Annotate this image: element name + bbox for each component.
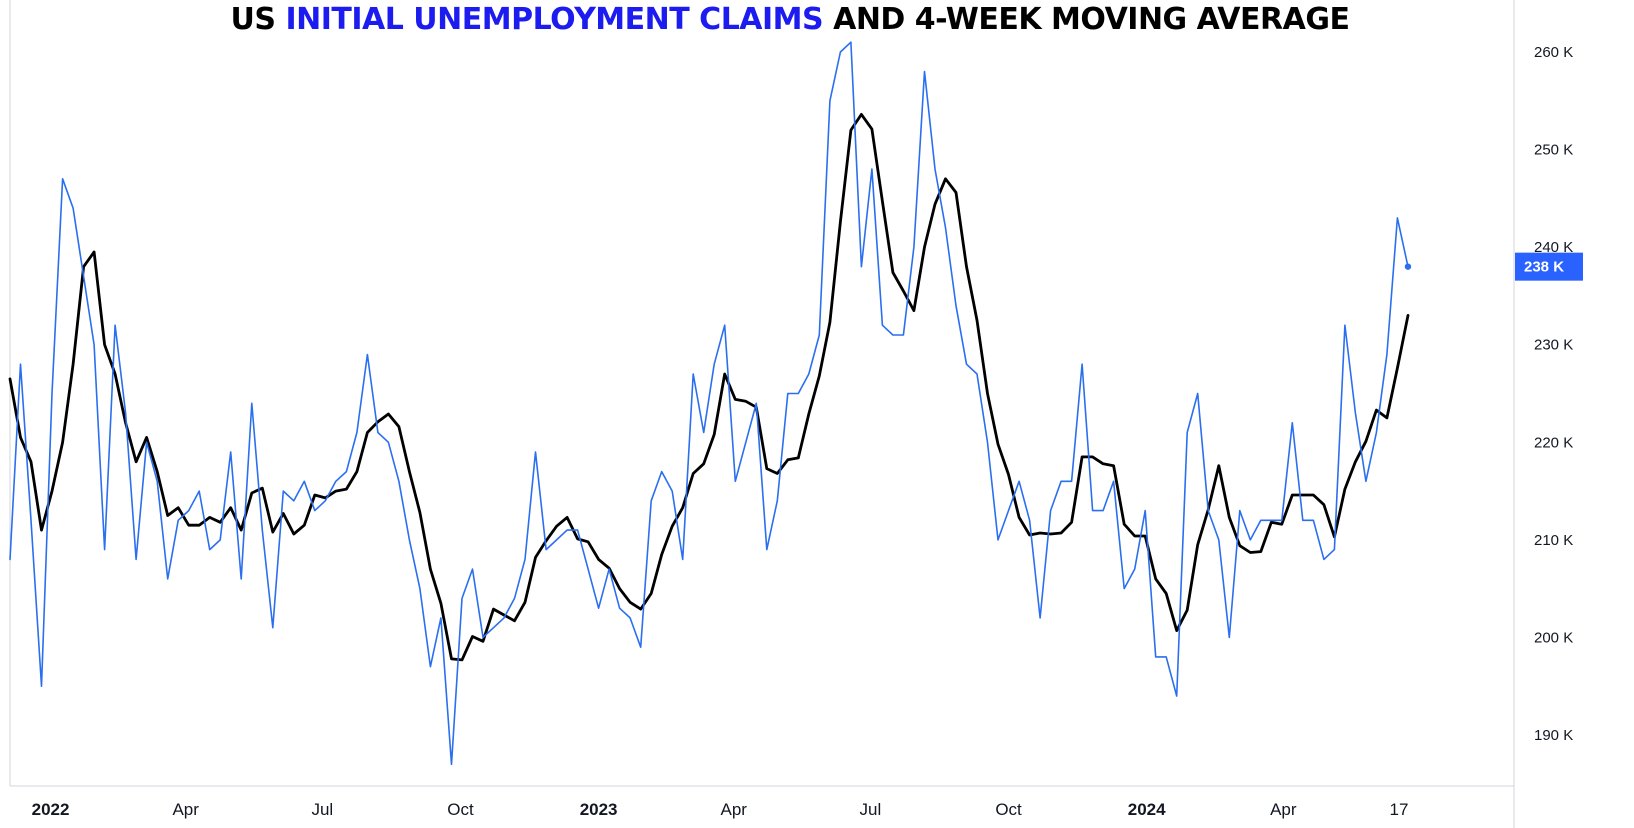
x-tick-label: 17 [1389,800,1408,819]
y-tick-label: 190 K [1534,727,1573,744]
x-axis[interactable]: 2022 Apr Jul Oct 2023 Apr Jul Oct 2024 Apr 17 [32,800,1409,819]
last-value-dot [1404,263,1412,270]
y-tick-label: 240 K [1534,239,1573,256]
x-tick-label: Oct [447,800,474,819]
x-tick-label: Apr [1270,800,1297,819]
moving-average-line[interactable] [8,113,1410,662]
x-tick-label: 2022 [32,800,70,819]
plot-area[interactable] [8,41,1412,766]
y-tick-label: 220 K [1534,434,1573,451]
last-value-badge: 238 K [1515,252,1583,281]
title-suffix: AND 4-WEEK MOVING AVERAGE [823,2,1350,37]
y-tick-label: 210 K [1534,532,1573,549]
chart-title: US INITIAL UNEMPLOYMENT CLAIMS AND 4-WEE… [0,2,1580,37]
x-tick-label: 2023 [580,800,618,819]
x-tick-label: Apr [721,800,748,819]
price-badge-bg [1515,252,1583,281]
y-axis[interactable]: 190 K 200 K 210 K 220 K 230 K 240 K 250 K 260 K [1534,44,1573,744]
title-prefix: US [230,2,286,37]
x-tick-label: Apr [172,800,199,819]
x-tick-label: 2024 [1128,800,1166,819]
y-tick-label: 260 K [1534,44,1573,61]
claims-line[interactable] [9,41,1409,766]
price-badge-label: 238 K [1524,259,1564,276]
y-tick-label: 200 K [1534,629,1573,646]
x-tick-label: Jul [860,800,882,819]
x-tick-label: Jul [311,800,333,819]
x-tick-label: Oct [995,800,1022,819]
y-tick-label: 250 K [1534,142,1573,159]
y-tick-label: 230 K [1534,337,1573,354]
title-highlight: INITIAL UNEMPLOYMENT CLAIMS [285,2,824,37]
